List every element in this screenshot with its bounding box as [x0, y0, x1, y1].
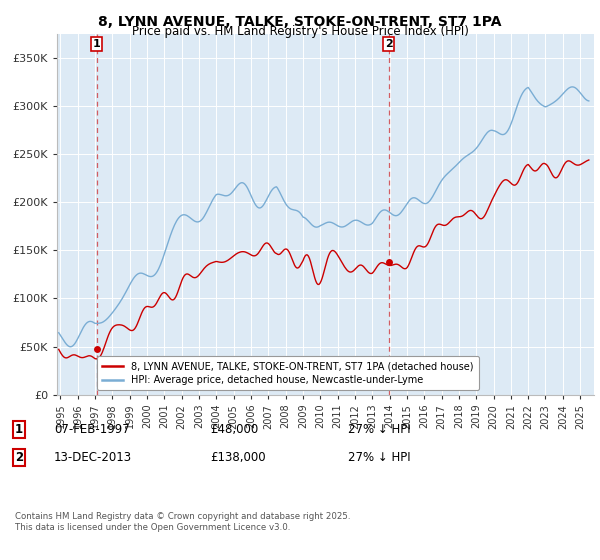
Text: 1: 1 [93, 39, 101, 49]
Text: 8, LYNN AVENUE, TALKE, STOKE-ON-TRENT, ST7 1PA: 8, LYNN AVENUE, TALKE, STOKE-ON-TRENT, S… [98, 15, 502, 29]
Text: 27% ↓ HPI: 27% ↓ HPI [348, 451, 410, 464]
Text: 1: 1 [15, 423, 23, 436]
Text: Contains HM Land Registry data © Crown copyright and database right 2025.
This d: Contains HM Land Registry data © Crown c… [15, 512, 350, 532]
Text: 13-DEC-2013: 13-DEC-2013 [54, 451, 132, 464]
Text: 27% ↓ HPI: 27% ↓ HPI [348, 423, 410, 436]
Text: Price paid vs. HM Land Registry's House Price Index (HPI): Price paid vs. HM Land Registry's House … [131, 25, 469, 38]
Text: 07-FEB-1997: 07-FEB-1997 [54, 423, 130, 436]
Text: £48,000: £48,000 [210, 423, 258, 436]
Text: 2: 2 [15, 451, 23, 464]
Text: 2: 2 [385, 39, 392, 49]
Text: £138,000: £138,000 [210, 451, 266, 464]
Legend: 8, LYNN AVENUE, TALKE, STOKE-ON-TRENT, ST7 1PA (detached house), HPI: Average pr: 8, LYNN AVENUE, TALKE, STOKE-ON-TRENT, S… [97, 356, 479, 390]
